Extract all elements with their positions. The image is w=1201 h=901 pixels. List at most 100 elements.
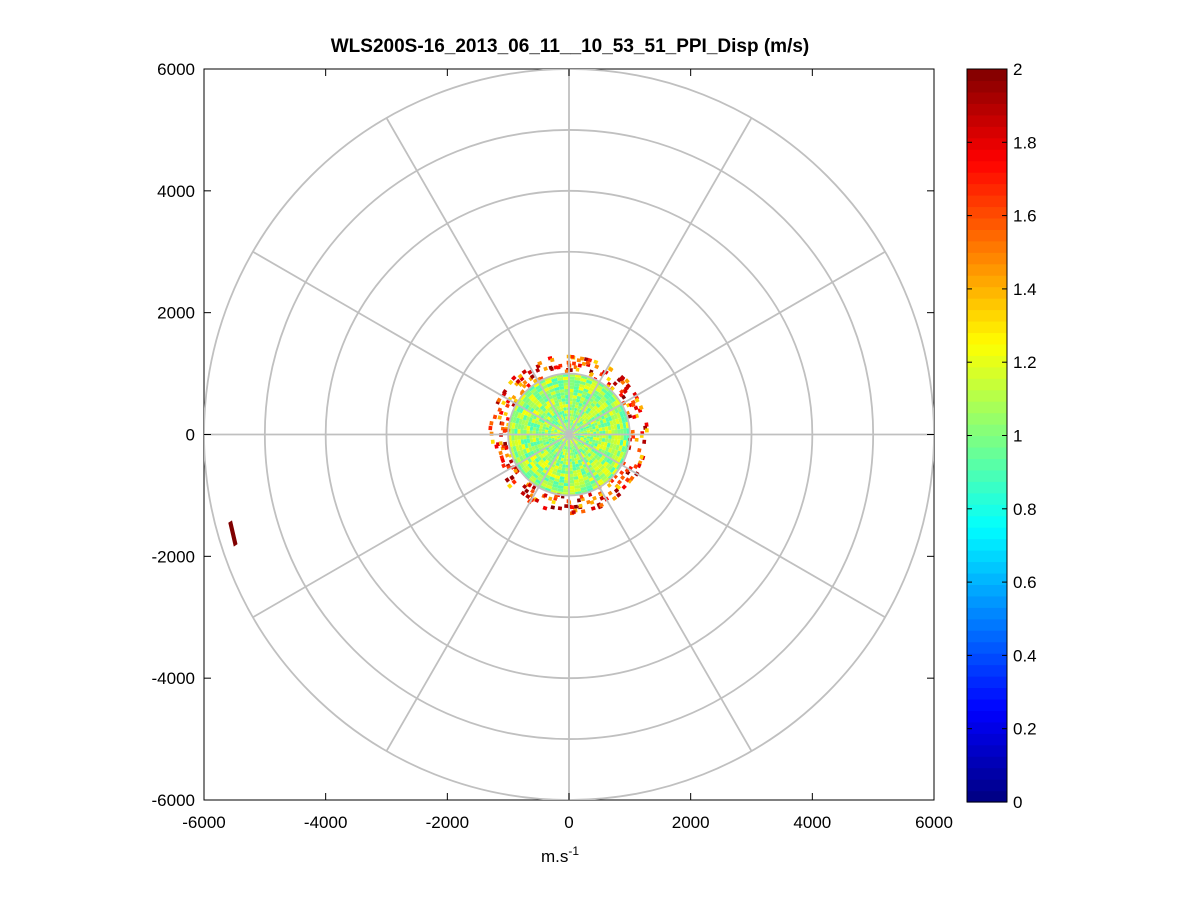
data-cell xyxy=(502,429,507,433)
data-cell xyxy=(539,425,543,429)
data-cell xyxy=(637,448,642,453)
data-cell xyxy=(622,440,627,447)
data-cell xyxy=(570,413,574,417)
data-cell xyxy=(575,425,578,429)
data-cell xyxy=(544,454,549,460)
data-cell xyxy=(607,389,615,396)
data-cell xyxy=(563,483,569,487)
data-cell xyxy=(557,429,561,432)
data-cell xyxy=(570,449,573,453)
colorbar-tick-label: 0.2 xyxy=(1013,720,1037,739)
data-cell xyxy=(512,416,517,424)
colorbar-cell xyxy=(967,698,1007,711)
data-cell xyxy=(606,442,611,448)
colorbar-cell xyxy=(967,469,1007,482)
data-cell xyxy=(583,448,588,453)
data-cell xyxy=(577,405,582,410)
data-cell xyxy=(582,439,587,442)
data-cell xyxy=(569,382,575,386)
colorbar-cell xyxy=(967,183,1007,196)
data-cell xyxy=(562,464,566,468)
data-cell xyxy=(588,404,594,410)
colorbar-tick-label: 0 xyxy=(1013,793,1022,812)
data-cell xyxy=(560,436,564,439)
data-cell xyxy=(545,441,550,445)
data-cell xyxy=(602,430,606,435)
data-cell xyxy=(589,427,593,431)
data-cell xyxy=(530,442,535,447)
data-cell xyxy=(508,459,514,464)
data-cell xyxy=(611,393,619,401)
colorbar-cell xyxy=(967,790,1007,803)
data-cell xyxy=(530,396,537,402)
data-cell xyxy=(584,385,590,390)
colorbar-cell xyxy=(967,114,1007,127)
data-cell xyxy=(554,443,558,447)
data-cell xyxy=(550,430,555,433)
data-cell xyxy=(526,438,531,444)
data-cell xyxy=(578,402,583,407)
data-cell xyxy=(572,470,578,474)
data-cell xyxy=(532,438,537,443)
data-cell xyxy=(620,475,626,481)
data-cell xyxy=(599,444,604,450)
data-cell xyxy=(601,475,608,482)
colorbar-tick-label: 0.6 xyxy=(1013,573,1037,592)
data-cell xyxy=(527,482,533,488)
data-cell xyxy=(537,402,543,408)
colorbar-cell xyxy=(967,710,1007,723)
data-cell xyxy=(523,439,528,444)
data-cell xyxy=(558,386,565,390)
data-cell xyxy=(574,430,578,433)
data-cell xyxy=(524,443,529,449)
data-cell xyxy=(548,409,553,415)
data-cell xyxy=(574,457,578,462)
data-cell xyxy=(571,422,574,427)
data-cell xyxy=(582,445,587,449)
data-cell xyxy=(581,414,586,419)
data-cell xyxy=(571,419,574,423)
data-cell xyxy=(520,439,525,445)
data-cell xyxy=(532,473,539,479)
data-cell xyxy=(544,450,549,455)
data-cell xyxy=(574,380,581,384)
data-cell xyxy=(544,404,550,410)
data-cell xyxy=(577,475,584,480)
data-cell xyxy=(529,434,533,439)
data-cell xyxy=(561,438,565,441)
data-cell xyxy=(644,428,649,433)
data-cell xyxy=(554,422,558,426)
data-cell xyxy=(599,473,606,479)
data-cell xyxy=(535,427,540,432)
data-cell xyxy=(577,419,582,424)
data-cell xyxy=(619,451,624,458)
data-cell xyxy=(581,393,587,399)
data-cell xyxy=(545,438,549,442)
data-cell xyxy=(559,476,565,480)
data-cell xyxy=(558,482,564,486)
data-cell xyxy=(525,415,531,422)
x-tick-label: -2000 xyxy=(426,813,469,832)
data-cell xyxy=(621,484,627,490)
data-cell xyxy=(574,441,578,445)
data-cell xyxy=(624,415,629,423)
data-cell xyxy=(580,486,587,492)
data-cell xyxy=(565,443,568,447)
data-cell xyxy=(576,443,580,447)
data-cell xyxy=(497,407,503,413)
data-cell xyxy=(614,429,618,435)
data-cell xyxy=(611,495,618,501)
data-cell xyxy=(591,423,595,427)
colorbar-tick-label: 1.2 xyxy=(1013,353,1037,372)
data-cell xyxy=(544,487,552,493)
data-cell xyxy=(535,437,540,442)
data-cell xyxy=(589,409,594,415)
data-cell xyxy=(546,416,551,421)
colorbar-tick-label: 0.4 xyxy=(1013,646,1037,665)
data-cell xyxy=(573,428,577,431)
data-cell xyxy=(569,486,575,490)
data-cell xyxy=(550,473,556,478)
data-cell xyxy=(497,415,502,420)
data-cell xyxy=(610,448,616,455)
data-cell xyxy=(536,424,541,429)
